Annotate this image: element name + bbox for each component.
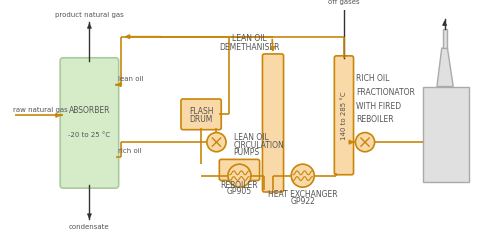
Text: REBOILER: REBOILER (220, 181, 258, 190)
FancyBboxPatch shape (334, 56, 353, 175)
Text: ABSORBER: ABSORBER (68, 106, 110, 115)
Text: 140 to 285 °C: 140 to 285 °C (341, 91, 347, 140)
Text: PUMPS: PUMPS (234, 148, 260, 157)
Circle shape (291, 164, 314, 187)
Text: raw natural gas: raw natural gas (13, 107, 68, 113)
Text: REBOILER: REBOILER (356, 115, 394, 124)
Text: off gases: off gases (328, 0, 360, 5)
Text: RICH OIL: RICH OIL (356, 74, 390, 83)
Text: DEMETHANISER: DEMETHANISER (219, 43, 280, 52)
Polygon shape (442, 29, 446, 48)
Text: GP905: GP905 (227, 188, 252, 197)
Text: rich oil: rich oil (118, 148, 142, 154)
Text: FRACTIONATOR: FRACTIONATOR (356, 88, 416, 97)
Text: -20 to 25 °C: -20 to 25 °C (68, 132, 110, 139)
Text: FLASH: FLASH (189, 107, 214, 116)
Text: WITH FIRED: WITH FIRED (356, 102, 402, 111)
FancyBboxPatch shape (60, 58, 118, 188)
Text: product natural gas: product natural gas (55, 11, 124, 18)
FancyBboxPatch shape (262, 54, 283, 192)
Text: DRUM: DRUM (190, 115, 213, 124)
Polygon shape (422, 87, 469, 182)
Circle shape (356, 133, 374, 152)
Polygon shape (437, 48, 453, 87)
Circle shape (207, 133, 226, 152)
Text: LEAN OIL: LEAN OIL (234, 133, 268, 142)
FancyBboxPatch shape (220, 159, 260, 180)
FancyBboxPatch shape (181, 99, 221, 130)
Text: CIRCULATION: CIRCULATION (234, 140, 284, 149)
Circle shape (228, 164, 251, 187)
Text: condensate: condensate (69, 224, 110, 230)
Text: HEAT EXCHANGER: HEAT EXCHANGER (268, 190, 338, 199)
Text: GP922: GP922 (290, 197, 315, 206)
Text: lean oil: lean oil (118, 76, 143, 82)
Text: LEAN OIL: LEAN OIL (232, 34, 266, 43)
